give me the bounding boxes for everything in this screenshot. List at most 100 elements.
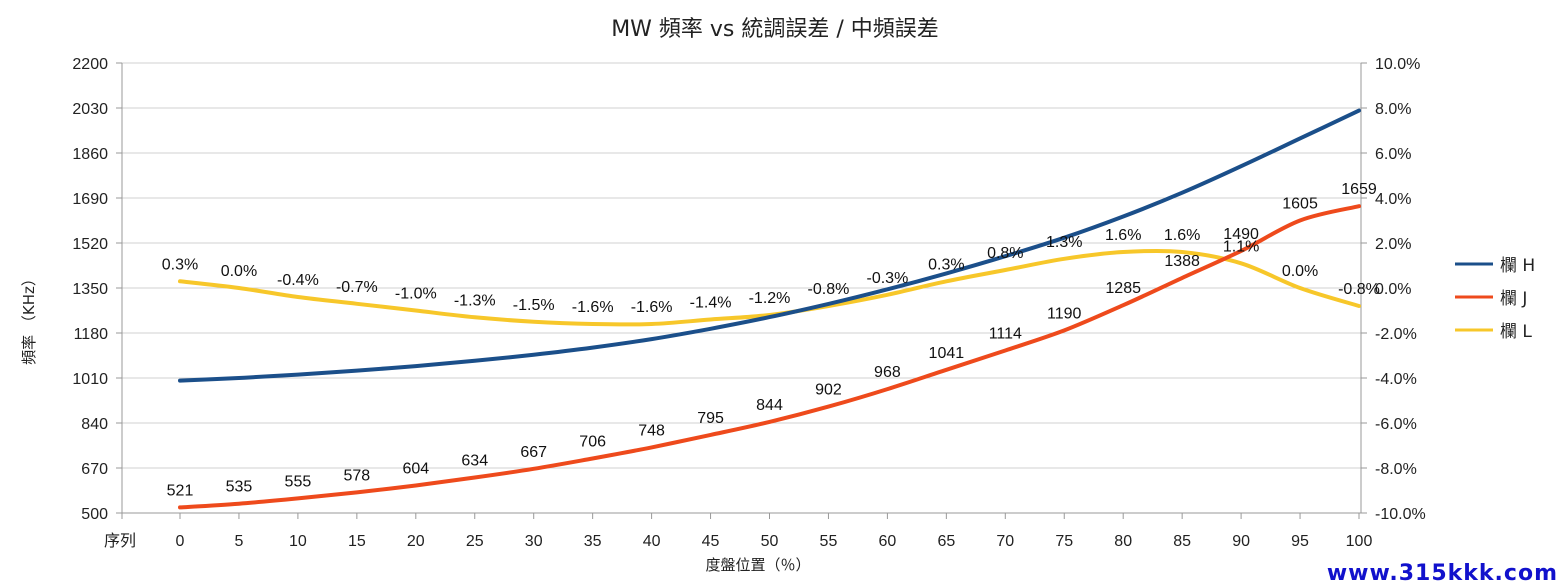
data-label: 0.0%	[221, 263, 257, 280]
series-line-2	[178, 248, 1361, 327]
data-label: 1114	[989, 325, 1022, 342]
x-tick-label: 45	[702, 533, 720, 550]
x-axis-prefix: 序列	[104, 532, 136, 550]
x-tick-label: 25	[466, 533, 484, 550]
data-label: 1.6%	[1105, 227, 1141, 244]
data-label: 1659	[1341, 181, 1377, 198]
data-label: -0.7%	[336, 279, 378, 296]
grid-lines	[122, 62, 1361, 514]
data-label: -1.4%	[690, 295, 732, 312]
y-tick-label: 500	[81, 506, 108, 523]
data-label: 1.1%	[1223, 238, 1259, 255]
data-label: 578	[343, 467, 370, 484]
watermark-text: www.315kkk.com	[1327, 561, 1558, 586]
y2-tick-label: 4.0%	[1375, 191, 1411, 208]
y-tick-label: 2030	[72, 101, 108, 118]
data-label: -1.5%	[513, 297, 555, 314]
x-axis-title: 度盤位置（％）	[705, 556, 810, 574]
data-label: 604	[402, 460, 429, 477]
data-label: 1041	[929, 345, 965, 362]
y2-tick-label: -10.0%	[1375, 506, 1426, 523]
data-label: 748	[638, 422, 665, 439]
data-label: 1285	[1105, 280, 1141, 297]
y2-tick-label: 0.0%	[1375, 281, 1411, 298]
data-label: 0.0%	[1282, 263, 1318, 280]
data-label: -1.2%	[749, 290, 791, 307]
y-tick-label: 1520	[72, 236, 108, 253]
x-tick-label: 15	[348, 533, 366, 550]
x-tick-label: 65	[937, 533, 955, 550]
legend: 欄 H 欄 J 欄 L	[1455, 256, 1535, 342]
data-label: 0.3%	[928, 256, 964, 273]
data-label: 968	[874, 364, 901, 381]
x-tick-label: 90	[1232, 533, 1250, 550]
data-label: -0.3%	[867, 270, 909, 287]
data-label: -1.0%	[395, 286, 437, 303]
x-tick-label: 55	[820, 533, 838, 550]
x-tick-label: 10	[289, 533, 307, 550]
x-tick-label: 75	[1055, 533, 1073, 550]
data-labels: 0.3% 0.0% -0.4% -0.7% -1.0% -1.3% -1.5% -1.6% -1…	[162, 181, 1380, 499]
data-label: -0.4%	[277, 272, 319, 289]
y-tick-label: 1860	[72, 146, 108, 163]
data-label: 535	[226, 479, 253, 496]
data-label: 667	[520, 444, 547, 461]
data-label: 521	[167, 482, 194, 499]
y2-tick-label: 2.0%	[1375, 236, 1411, 253]
x-tick-label: 5	[234, 533, 243, 550]
y2-tick-label: -8.0%	[1375, 461, 1417, 478]
series-lines	[178, 108, 1361, 510]
data-label: 0.3%	[162, 256, 198, 273]
y2-tick-label: -2.0%	[1375, 326, 1417, 343]
x-tick-label: 70	[996, 533, 1014, 550]
data-label: 706	[579, 433, 606, 450]
y-tick-label: 1350	[72, 281, 108, 298]
data-label: 1.6%	[1164, 227, 1200, 244]
x-tick-label: 100	[1346, 533, 1373, 550]
data-label: 1388	[1164, 253, 1200, 270]
data-label: 0.8%	[987, 245, 1023, 262]
axes: 5006708401010118013501520169018602030220…	[72, 56, 1425, 550]
data-label: 634	[461, 453, 488, 470]
data-label: 902	[815, 382, 842, 399]
data-label: 844	[756, 397, 783, 414]
y2-tick-label: -4.0%	[1375, 371, 1417, 388]
y2-tick-label: -6.0%	[1375, 416, 1417, 433]
x-tick-label: 35	[584, 533, 602, 550]
x-tick-label: 20	[407, 533, 425, 550]
y-tick-label: 670	[81, 461, 108, 478]
y-axis-title: 頻率 （KHz）	[20, 271, 38, 365]
x-tick-label: 60	[879, 533, 897, 550]
legend-label: 欄 L	[1500, 322, 1532, 342]
legend-label: 欄 J	[1500, 289, 1527, 309]
y-tick-label: 1690	[72, 191, 108, 208]
data-label: -1.3%	[454, 292, 496, 309]
data-label: 1605	[1282, 196, 1318, 213]
chart-title: MW 頻率 vs 統調誤差 / 中頻誤差	[611, 17, 939, 42]
x-tick-label: 85	[1173, 533, 1191, 550]
y-tick-label: 1010	[72, 371, 108, 388]
data-label: 555	[285, 473, 312, 490]
data-label: -1.6%	[572, 299, 614, 316]
data-label: 1490	[1223, 226, 1259, 243]
x-tick-label: 50	[761, 533, 779, 550]
data-label: -0.8%	[1338, 281, 1380, 298]
x-tick-label: 80	[1114, 533, 1132, 550]
y-tick-label: 1180	[74, 326, 109, 343]
series-line-0	[178, 108, 1361, 383]
data-label: 1190	[1047, 305, 1082, 322]
data-label: 1.3%	[1046, 234, 1082, 251]
y-tick-label: 840	[81, 416, 108, 433]
y-tick-label: 2200	[72, 56, 108, 73]
y2-tick-label: 6.0%	[1375, 146, 1411, 163]
x-tick-label: 95	[1291, 533, 1309, 550]
data-label: 795	[697, 410, 724, 427]
x-tick-label: 30	[525, 533, 543, 550]
data-label: -0.8%	[808, 281, 850, 298]
legend-label: 欄 H	[1500, 256, 1535, 276]
series-line-1	[178, 204, 1361, 510]
y2-tick-label: 10.0%	[1375, 56, 1420, 73]
x-tick-label: 40	[643, 533, 661, 550]
y2-tick-label: 8.0%	[1375, 101, 1411, 118]
